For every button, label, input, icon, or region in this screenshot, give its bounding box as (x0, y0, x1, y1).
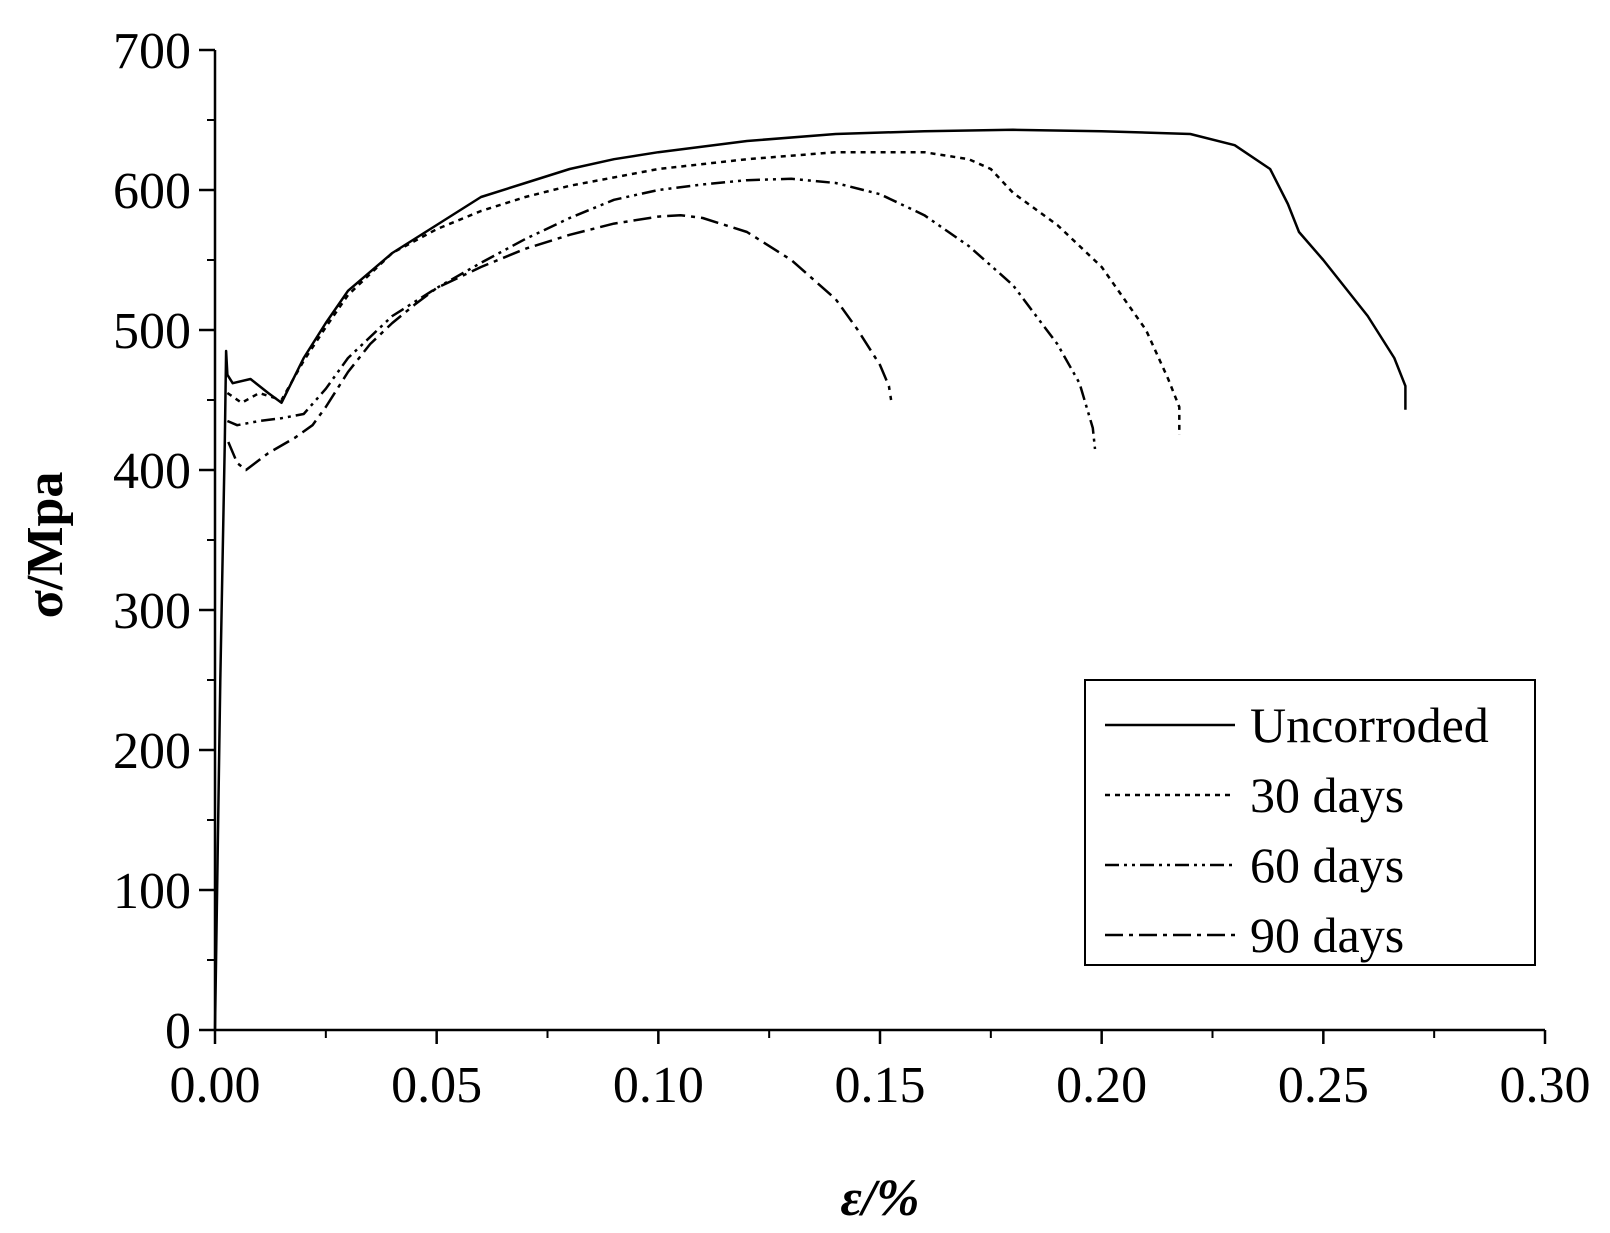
legend: Uncorroded 30 days 60 days 90 days (1084, 679, 1536, 966)
x-tick-label: 0.20 (1056, 1057, 1147, 1114)
legend-box (1084, 679, 1536, 966)
x-tick-label: 0.15 (835, 1057, 926, 1114)
series-line-4 (227, 213, 893, 472)
y-tick-label: 200 (113, 723, 191, 780)
y-tick-label: 700 (113, 23, 191, 80)
x-axis-title: ε/% (840, 1170, 919, 1227)
y-tick-label: 400 (113, 443, 191, 500)
y-tick-label: 300 (113, 583, 191, 640)
series-line-3 (226, 177, 1097, 450)
x-tick-label: 0.25 (1278, 1057, 1369, 1114)
legend-label: 30 days (1250, 767, 1404, 823)
x-tick-label: 0.00 (170, 1057, 261, 1114)
y-ticks: 0 100 200 300 400 500 600 700 (113, 23, 215, 1060)
y-tick-label: 0 (165, 1003, 191, 1060)
x-tick-label: 0.30 (1500, 1057, 1591, 1114)
series-line-1 (213, 128, 1407, 1031)
legend-label: 90 days (1250, 907, 1404, 963)
x-tick-label: 0.10 (613, 1057, 704, 1114)
y-axis-title: σ/Mpa (17, 472, 74, 619)
plot-lines (213, 128, 1407, 1031)
legend-label: 60 days (1250, 837, 1404, 893)
y-tick-label: 100 (113, 863, 191, 920)
x-tick-label: 0.05 (391, 1057, 482, 1114)
x-ticks: 0.00 0.05 0.10 0.15 0.20 0.25 0.30 (170, 1030, 1591, 1114)
y-tick-label: 500 (113, 303, 191, 360)
legend-label: Uncorroded (1250, 697, 1489, 753)
y-tick-label: 600 (113, 163, 191, 220)
series-line-2 (226, 150, 1181, 435)
